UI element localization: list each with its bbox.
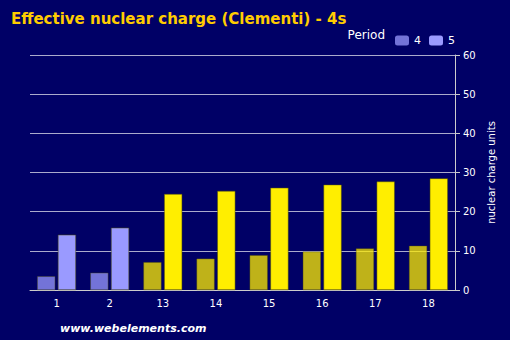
svg-text:10: 10 <box>463 245 476 256</box>
svg-text:2: 2 <box>107 298 113 309</box>
svg-text:www.webelements.com: www.webelements.com <box>60 322 206 335</box>
svg-text:20: 20 <box>463 206 476 217</box>
svg-text:0: 0 <box>463 285 469 296</box>
svg-text:40: 40 <box>463 128 476 139</box>
svg-text:60: 60 <box>463 50 476 61</box>
svg-text:13: 13 <box>156 298 169 309</box>
svg-text:nuclear charge units: nuclear charge units <box>486 121 497 224</box>
svg-text:Period: Period <box>348 28 385 42</box>
svg-text:15: 15 <box>263 298 276 309</box>
svg-text:Effective nuclear charge (Clem: Effective nuclear charge (Clementi) - 4s <box>11 10 346 28</box>
svg-text:16: 16 <box>316 298 329 309</box>
svg-text:14: 14 <box>210 298 223 309</box>
svg-text:4: 4 <box>414 34 421 47</box>
svg-text:30: 30 <box>463 167 476 178</box>
svg-text:18: 18 <box>422 298 435 309</box>
svg-text:1: 1 <box>53 298 59 309</box>
svg-text:17: 17 <box>369 298 382 309</box>
svg-text:50: 50 <box>463 89 476 100</box>
svg-text:5: 5 <box>448 34 455 47</box>
